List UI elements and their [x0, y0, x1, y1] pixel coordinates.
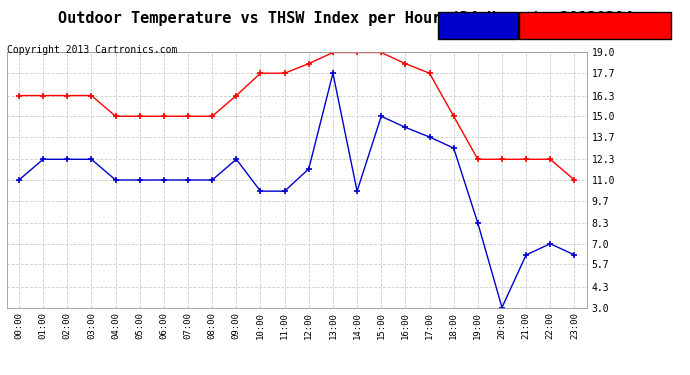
- Text: Temperature  (°F): Temperature (°F): [521, 21, 612, 30]
- Text: Copyright 2013 Cartronics.com: Copyright 2013 Cartronics.com: [7, 45, 177, 55]
- Text: THSW  (°F): THSW (°F): [440, 21, 494, 30]
- Text: Outdoor Temperature vs THSW Index per Hour (24 Hours)  20130204: Outdoor Temperature vs THSW Index per Ho…: [57, 11, 633, 26]
